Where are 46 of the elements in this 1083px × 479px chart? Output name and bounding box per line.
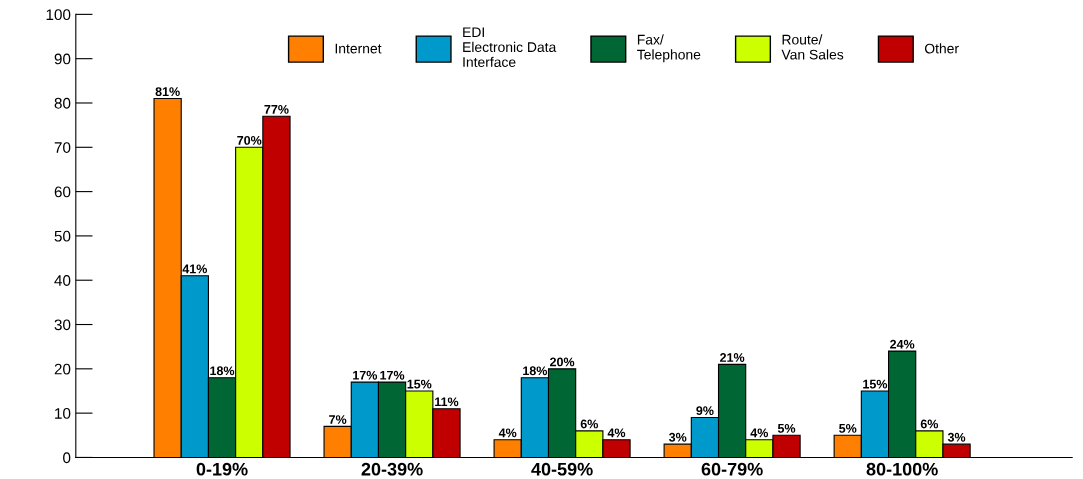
- legend-label: Other: [924, 43, 959, 54]
- data-label: 18%: [523, 366, 548, 376]
- x-tick-label: 0-19%: [196, 462, 248, 476]
- y-tick-label: 20: [54, 363, 71, 375]
- data-label: 3%: [668, 432, 687, 442]
- legend-label: Internet: [335, 43, 382, 54]
- data-label: 11%: [435, 397, 459, 407]
- legend-label: Fax/ Telephone: [637, 34, 701, 63]
- data-label: 21%: [720, 353, 745, 362]
- data-label: 77%: [264, 104, 289, 114]
- data-label: 17%: [380, 370, 405, 380]
- data-label: 4%: [750, 428, 769, 438]
- data-label: 6%: [580, 419, 598, 429]
- data-label: 17%: [353, 370, 378, 380]
- data-label: 20%: [550, 357, 575, 367]
- legend-label: EDI Electronic Data Interface: [463, 27, 557, 67]
- data-label: 15%: [407, 379, 432, 389]
- y-tick-label: 40: [54, 275, 71, 286]
- data-label: 81%: [155, 87, 180, 97]
- y-tick-label: 80: [54, 97, 71, 109]
- data-label: 5%: [777, 424, 796, 433]
- data-label: 70%: [237, 135, 262, 145]
- x-tick-label: 20-39%: [361, 462, 423, 476]
- data-label: 18%: [210, 366, 235, 376]
- x-tick-label: 80-100%: [866, 462, 938, 476]
- data-label: 6%: [920, 419, 939, 429]
- data-label: 5%: [839, 424, 857, 433]
- data-label: 4%: [498, 428, 517, 438]
- legend-label: Route/ Van Sales: [781, 34, 844, 60]
- x-tick-label: 60-79%: [701, 462, 763, 476]
- data-label: 41%: [182, 264, 208, 274]
- data-label: 15%: [863, 379, 888, 389]
- y-tick-label: 60: [54, 186, 71, 198]
- y-tick-label: 70: [54, 142, 71, 153]
- y-tick-label: 10: [55, 408, 71, 419]
- y-tick-label: 90: [54, 53, 71, 65]
- x-tick-label: 40-59%: [531, 462, 593, 476]
- y-tick-label: 100: [46, 9, 71, 21]
- data-label: 9%: [696, 406, 714, 416]
- data-label: 3%: [947, 432, 966, 442]
- y-tick-label: 0: [63, 452, 71, 464]
- y-tick-label: 50: [54, 230, 71, 242]
- data-label: 24%: [890, 339, 915, 349]
- data-label: 7%: [329, 415, 347, 424]
- data-label: 4%: [607, 428, 626, 438]
- y-tick-label: 30: [54, 319, 71, 331]
